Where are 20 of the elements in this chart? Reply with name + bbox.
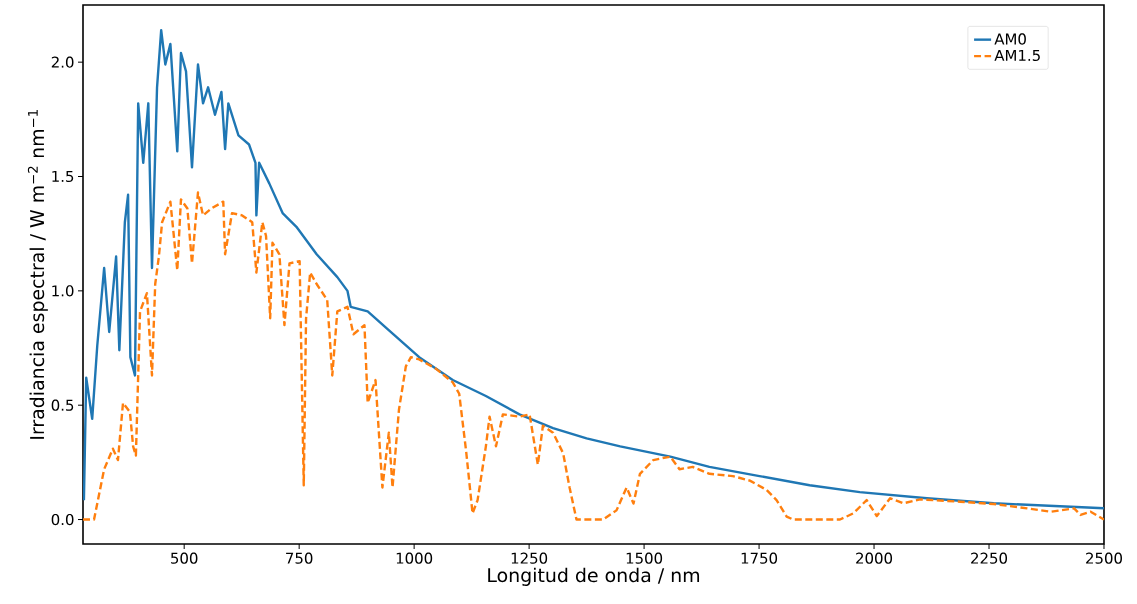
x-tick-label: 500	[171, 552, 198, 564]
legend-label: AM1.5	[994, 49, 1040, 62]
line-series	[83, 28, 1104, 510]
x-tick-label: 1750	[741, 552, 778, 564]
x-tick-label: 1250	[511, 552, 548, 564]
y-tick-label: 1.0	[52, 285, 74, 297]
x-tick-label: 2000	[856, 552, 893, 564]
y-axis-title: Irradiancia espectral / W m$^{−2}$ nm$^{−1}$	[27, 110, 48, 439]
y-tick-label: 1.5	[52, 170, 74, 183]
x-tick-label: 2500	[1086, 552, 1122, 564]
line-series	[83, 191, 1104, 521]
x-tick-label: 750	[286, 552, 313, 564]
y-tick-label: 2.0	[51, 56, 74, 68]
x-axis-title: Longitud de onda / nm	[488, 567, 700, 586]
y-tick-label: 0.0	[51, 513, 74, 526]
legend-label: AM0	[994, 33, 1026, 45]
x-tick-label: 1500	[626, 552, 663, 564]
x-tick-label: 2250	[971, 552, 1008, 564]
y-tick-label: 0.5	[51, 399, 74, 411]
x-tick-label: 1000	[396, 552, 433, 564]
